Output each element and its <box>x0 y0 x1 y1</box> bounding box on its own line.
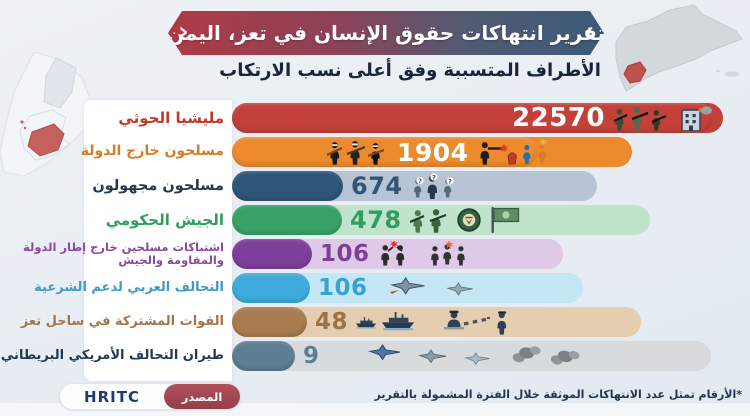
bar <box>232 239 312 269</box>
chart-row: مليشيا الحوثي 22570 <box>0 103 750 133</box>
taiz-governorate-map <box>0 52 93 177</box>
bar-track: 106 <box>232 239 563 269</box>
jets-smoke-icon <box>328 342 598 370</box>
warships-icon <box>356 309 436 336</box>
chart-row: القوات المشتركة في ساحل تعز 48 <box>0 307 750 337</box>
svg-text:?: ? <box>448 177 452 185</box>
bar-value: 22570 <box>512 103 605 133</box>
bar-label: مليشيا الحوثي <box>118 108 224 127</box>
burning-building-icon <box>681 105 713 131</box>
bar <box>232 273 310 303</box>
bar <box>232 205 342 235</box>
chart-row: الجيش الحكومي 478 <box>0 205 750 235</box>
label-panel <box>84 100 232 381</box>
bar-label: مسلحون خارج الدولة <box>80 143 224 160</box>
footnote: *الأرقام تمثل عدد الانتهاكات الموثقة خلا… <box>374 388 742 401</box>
source-badge: المصدر <box>164 384 240 409</box>
chart-subtitle: الأطراف المتسببة وفق أعلى نسب الارتكاب <box>219 60 601 81</box>
bar-chart: مليشيا الحوثي 22570 مسلحون خارج الدولة 1… <box>0 103 750 371</box>
shooting-clash-icon <box>477 139 553 165</box>
bar-value: 48 <box>315 308 349 335</box>
bar-label: مسلحون مجهولون <box>92 177 224 194</box>
page-title: تقرير انتهاكات حقوق الإنسان في تعز، اليم… <box>166 21 606 45</box>
bar <box>232 307 307 337</box>
bar-track: 674 ??? <box>232 171 597 201</box>
masked-gunmen-icon <box>327 139 389 165</box>
yemen-map <box>615 4 743 92</box>
bar-track: 478 <box>232 205 650 235</box>
source-pill: HRITC المصدر <box>60 384 240 409</box>
bar-value: 674 <box>351 172 403 200</box>
source-name: HRITC <box>84 387 140 406</box>
ribbon-left-chevron-icon: › <box>178 16 189 47</box>
bar-label: التحالف العربي لدعم الشرعية <box>34 279 224 295</box>
clash-fighters-icon <box>378 241 474 267</box>
bar-label: القوات المشتركة في ساحل تعز <box>20 313 224 329</box>
ribbon-right-chevron-icon: ‹ <box>583 16 594 47</box>
chart-row: مسلحون خارج الدولة 1904 <box>0 137 750 167</box>
bar <box>232 171 343 201</box>
bar <box>232 341 295 371</box>
bar-label: طيران التحالف الأمريكي البريطاني <box>0 347 224 363</box>
bar-track: 22570 <box>232 103 723 133</box>
svg-text:?: ? <box>418 177 422 185</box>
army-flag-icon <box>490 206 522 234</box>
bar-track: 9 <box>232 341 711 371</box>
armed-soldiers-icon <box>613 105 673 131</box>
checkpoint-officer-icon <box>444 308 516 336</box>
chart-row: اشتباكات مسلحين خارج إطار الدولة والمقاو… <box>0 239 750 269</box>
chart-row: التحالف العربي لدعم الشرعية 106 <box>0 273 750 303</box>
bar-value: 106 <box>318 274 368 301</box>
bar-value: 9 <box>303 342 320 369</box>
bar-value: 1904 <box>397 137 469 167</box>
bar-value: 478 <box>350 206 402 234</box>
chart-row: مسلحون مجهولون 674 ??? <box>0 171 750 201</box>
title-banner: › تقرير انتهاكات حقوق الإنسان في تعز، ال… <box>168 11 604 55</box>
svg-text:?: ? <box>432 173 436 181</box>
bar-track: 1904 <box>232 137 632 167</box>
army-emblem-icon <box>456 207 482 233</box>
bar-label: الجيش الحكومي <box>105 210 224 229</box>
unknown-persons-icon: ??? <box>411 173 463 199</box>
bar-track: 48 <box>232 307 641 337</box>
bar-label: اشتباكات مسلحين خارج إطار الدولة والمقاو… <box>23 240 224 267</box>
chart-row: طيران التحالف الأمريكي البريطاني 9 <box>0 341 750 371</box>
fighter-jets-icon <box>376 275 488 301</box>
gov-soldiers-icon <box>409 207 448 233</box>
bar-track: 106 <box>232 273 583 303</box>
bar-value: 106 <box>320 240 370 267</box>
